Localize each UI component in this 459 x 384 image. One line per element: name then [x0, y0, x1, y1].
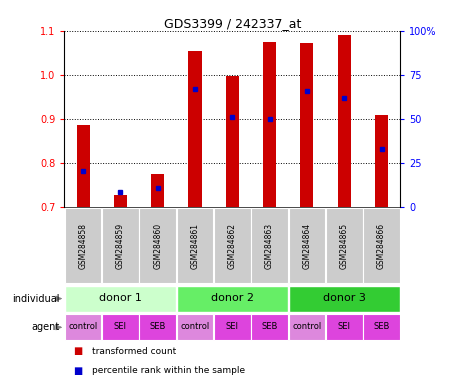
Bar	[65, 314, 101, 340]
Bar	[176, 286, 287, 311]
Bar	[263, 42, 275, 207]
Text: control: control	[180, 322, 209, 331]
Bar	[251, 314, 287, 340]
Bar	[151, 174, 164, 207]
Bar	[363, 208, 399, 283]
Bar	[76, 125, 90, 207]
Text: individual: individual	[12, 293, 60, 304]
Text: ■: ■	[73, 346, 83, 356]
Bar	[65, 208, 101, 283]
Bar	[325, 314, 362, 340]
Text: SEI: SEI	[225, 322, 238, 331]
Bar	[102, 314, 138, 340]
Bar	[139, 314, 176, 340]
Text: SEB: SEB	[149, 322, 166, 331]
Bar	[288, 314, 325, 340]
Bar	[337, 35, 350, 207]
Text: SEI: SEI	[337, 322, 350, 331]
Text: GSM284860: GSM284860	[153, 223, 162, 269]
Text: GSM284863: GSM284863	[264, 223, 274, 269]
Text: agent: agent	[32, 322, 60, 333]
Title: GDS3399 / 242337_at: GDS3399 / 242337_at	[163, 17, 300, 30]
Bar	[251, 208, 287, 283]
Text: SEI: SEI	[114, 322, 127, 331]
Text: transformed count: transformed count	[92, 347, 176, 356]
Text: SEB: SEB	[261, 322, 277, 331]
Bar	[213, 314, 250, 340]
Text: percentile rank within the sample: percentile rank within the sample	[92, 366, 245, 375]
Text: control: control	[68, 322, 97, 331]
Text: ■: ■	[73, 366, 83, 376]
Text: donor 1: donor 1	[99, 293, 141, 303]
Text: GSM284858: GSM284858	[78, 223, 87, 269]
Bar	[325, 208, 362, 283]
Text: GSM284866: GSM284866	[376, 223, 385, 269]
Text: control: control	[291, 322, 321, 331]
Text: SEB: SEB	[373, 322, 389, 331]
Bar	[374, 114, 387, 207]
Bar	[225, 76, 238, 207]
Bar	[102, 208, 138, 283]
Text: donor 3: donor 3	[322, 293, 365, 303]
Bar	[363, 314, 399, 340]
Text: GSM284865: GSM284865	[339, 223, 348, 269]
Text: GSM284862: GSM284862	[227, 223, 236, 269]
Bar	[139, 208, 176, 283]
Text: GSM284859: GSM284859	[116, 223, 124, 269]
Bar	[188, 51, 201, 207]
Text: GSM284861: GSM284861	[190, 223, 199, 269]
Bar	[176, 208, 213, 283]
Bar	[65, 286, 176, 311]
Bar	[288, 286, 399, 311]
Bar	[213, 208, 250, 283]
Bar	[176, 314, 213, 340]
Bar	[300, 43, 313, 207]
Bar	[113, 195, 127, 207]
Bar	[288, 208, 325, 283]
Text: GSM284864: GSM284864	[302, 223, 311, 269]
Text: donor 2: donor 2	[210, 293, 253, 303]
